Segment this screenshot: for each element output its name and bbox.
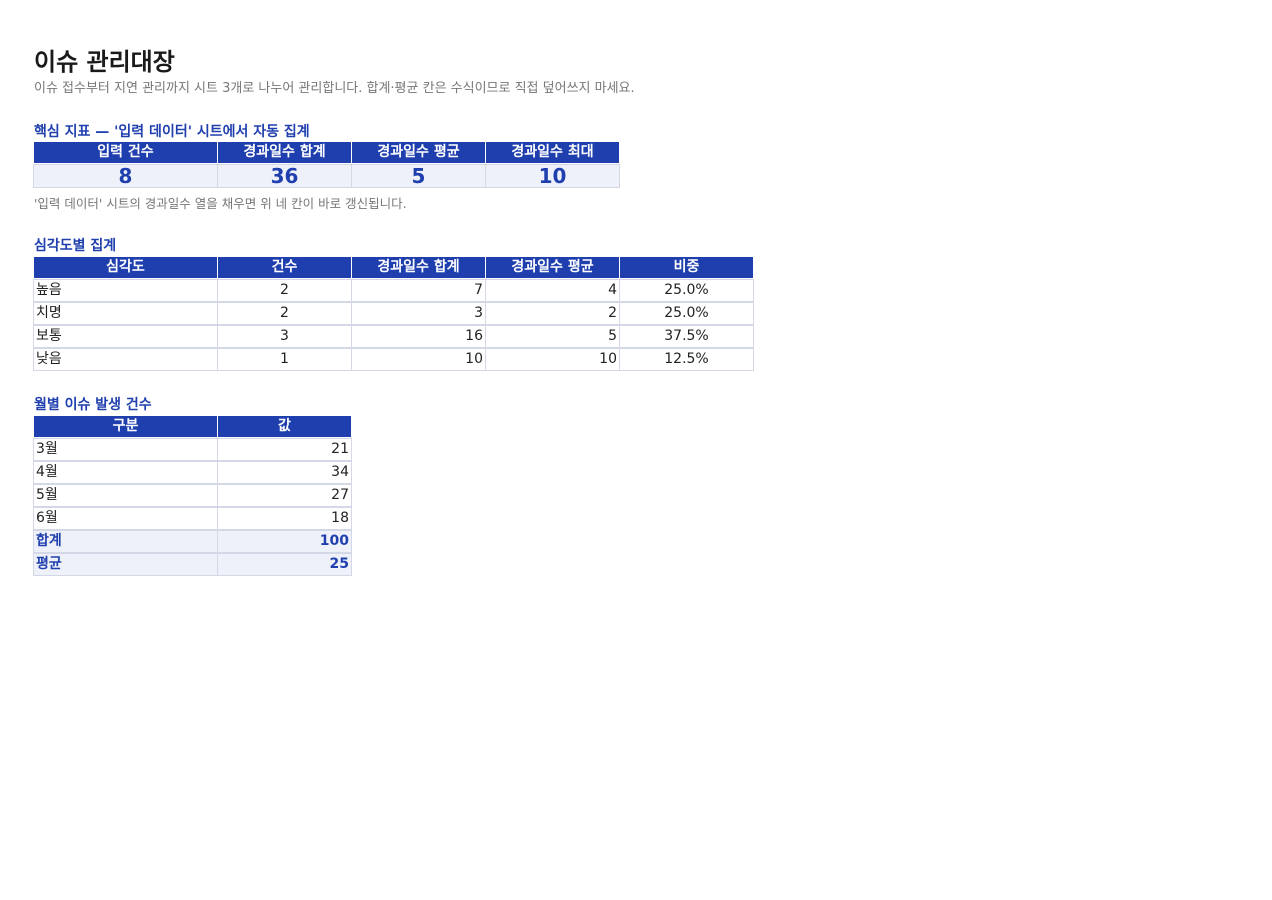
table-cell: 2 [485, 302, 620, 325]
header-cell: 입력 건수 [33, 141, 218, 164]
kpi-value: 5 [351, 164, 486, 188]
table-cell: 3 [351, 302, 486, 325]
kpi-value: 36 [217, 164, 352, 188]
table-cell: 25.0% [619, 302, 754, 325]
section-title: 핵심 지표 — '입력 데이터' 시트에서 자동 집계 [34, 124, 310, 140]
table-cell: 21 [217, 438, 352, 461]
table-cell: 7 [351, 279, 486, 302]
summary-cell: 합계 [33, 530, 218, 553]
summary-cell: 100 [217, 530, 352, 553]
header-cell: 비중 [619, 256, 754, 279]
header-cell: 구분 [33, 415, 218, 438]
table-cell: 2 [217, 302, 352, 325]
table-cell: 6월 [33, 507, 218, 530]
header-cell: 경과일수 합계 [217, 141, 352, 164]
table-cell: 10 [351, 348, 486, 371]
kpi-value: 8 [33, 164, 218, 188]
table-cell: 2 [217, 279, 352, 302]
table-cell: 5월 [33, 484, 218, 507]
table-cell: 16 [351, 325, 486, 348]
table-cell: 27 [217, 484, 352, 507]
header-cell: 심각도 [33, 256, 218, 279]
note: '입력 데이터' 시트의 경과일수 열을 채우면 위 네 칸이 바로 갱신됩니다… [34, 196, 407, 211]
table-cell: 높음 [33, 279, 218, 302]
table-cell: 18 [217, 507, 352, 530]
table-cell: 보통 [33, 325, 218, 348]
section-title: 월별 이슈 발생 건수 [34, 397, 152, 413]
table-cell: 3 [217, 325, 352, 348]
kpi-value: 10 [485, 164, 620, 188]
table-cell: 3월 [33, 438, 218, 461]
page-title: 이슈 관리대장 [34, 48, 175, 76]
header-cell: 경과일수 합계 [351, 256, 486, 279]
table-cell: 12.5% [619, 348, 754, 371]
table-cell: 25.0% [619, 279, 754, 302]
table-cell: 5 [485, 325, 620, 348]
header-cell: 건수 [217, 256, 352, 279]
table-cell: 37.5% [619, 325, 754, 348]
table-cell: 낮음 [33, 348, 218, 371]
table-cell: 4월 [33, 461, 218, 484]
header-cell: 경과일수 평균 [485, 256, 620, 279]
page-subtitle: 이슈 접수부터 지연 관리까지 시트 3개로 나누어 관리합니다. 합계·평균 … [34, 81, 635, 96]
table-cell: 1 [217, 348, 352, 371]
header-cell: 값 [217, 415, 352, 438]
summary-cell: 평균 [33, 553, 218, 576]
table-cell: 4 [485, 279, 620, 302]
table-cell: 치명 [33, 302, 218, 325]
summary-cell: 25 [217, 553, 352, 576]
table-cell: 34 [217, 461, 352, 484]
header-cell: 경과일수 평균 [351, 141, 486, 164]
header-cell: 경과일수 최대 [485, 141, 620, 164]
table-cell: 10 [485, 348, 620, 371]
section-title: 심각도별 집계 [34, 238, 117, 254]
